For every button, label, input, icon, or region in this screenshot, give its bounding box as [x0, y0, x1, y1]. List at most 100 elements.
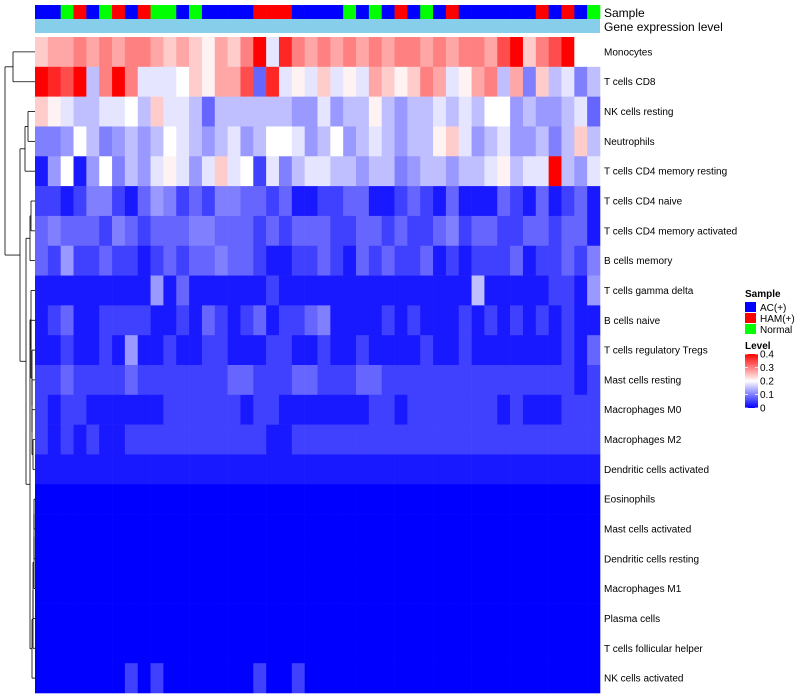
- heatmap-cell: [227, 96, 241, 127]
- heatmap-cell: [445, 573, 460, 604]
- heatmap-cell: [112, 484, 126, 515]
- heatmap-cell: [330, 424, 344, 455]
- heatmap-cell: [407, 394, 421, 425]
- heatmap-cell: [445, 514, 460, 545]
- heatmap-cell: [291, 454, 305, 485]
- heatmap-cell: [561, 365, 575, 396]
- heatmap-cell: [535, 394, 549, 425]
- heatmap-cell: [189, 126, 203, 157]
- heatmap-cell: [407, 305, 421, 336]
- heatmap-cell: [60, 186, 74, 217]
- heatmap-cell: [356, 365, 370, 396]
- row-label: Macrophages M0: [604, 405, 682, 416]
- row-label: Macrophages M1: [604, 584, 682, 595]
- heatmap-cell: [150, 514, 164, 545]
- heatmap-cell: [343, 663, 357, 694]
- row-dendrogram: [4, 51, 35, 679]
- heatmap-cell: [407, 245, 421, 276]
- heatmap-cell: [163, 156, 177, 187]
- heatmap-cell: [163, 186, 177, 217]
- heatmap-cell: [330, 603, 344, 634]
- level-tick-label: 0.3: [760, 363, 774, 374]
- sample-annotation-cell: [433, 5, 447, 19]
- heatmap-cell: [368, 96, 383, 127]
- heatmap-cell: [86, 275, 100, 306]
- heatmap-cell: [471, 543, 485, 575]
- heatmap-cell: [548, 543, 562, 575]
- heatmap-cell: [407, 37, 421, 68]
- heatmap-cell: [137, 305, 151, 336]
- heatmap-cell: [561, 454, 575, 485]
- heatmap-cell: [407, 633, 421, 664]
- heatmap-cell: [189, 305, 203, 336]
- heatmap-cell: [548, 394, 562, 425]
- heatmap-cell: [150, 245, 164, 276]
- heatmap-cell: [381, 394, 395, 425]
- heatmap-cell: [47, 186, 61, 217]
- heatmap-cell: [240, 514, 254, 545]
- heatmap-cell: [471, 514, 485, 545]
- heatmap-cell: [458, 37, 472, 68]
- heatmap-cell: [548, 37, 562, 68]
- heatmap-cell: [433, 215, 447, 247]
- heatmap-cell: [548, 245, 562, 276]
- heatmap-cell: [548, 215, 562, 247]
- heatmap-cell: [343, 186, 357, 217]
- heatmap-cell: [47, 454, 61, 485]
- heatmap-cell: [343, 573, 357, 604]
- heatmap-cell: [278, 96, 293, 127]
- heatmap-cell: [574, 245, 588, 276]
- sample-annotation-label: Sample: [604, 6, 645, 20]
- heatmap-cell: [99, 484, 113, 515]
- heatmap-cell: [112, 335, 126, 366]
- heatmap-cell: [368, 37, 383, 68]
- heatmap-cell: [176, 603, 190, 634]
- heatmap-cell: [471, 424, 485, 455]
- legend: Sample AC(+)HAM(+)Normal Level 0.4 0.3 0.2…: [745, 289, 795, 415]
- heatmap-cell: [163, 215, 177, 247]
- heatmap-cell: [304, 633, 318, 664]
- heatmap-cell: [368, 454, 383, 485]
- heatmap-cell: [458, 335, 472, 366]
- heatmap-cell: [330, 66, 344, 97]
- sample-annotation-cell: [112, 5, 126, 19]
- heatmap-cell: [330, 543, 344, 575]
- heatmap-cell: [510, 66, 524, 97]
- heatmap-cell: [86, 573, 100, 604]
- heatmap-cell: [381, 543, 395, 575]
- heatmap-cell: [535, 484, 549, 515]
- heatmap-cell: [240, 484, 254, 515]
- heatmap-cell: [522, 543, 537, 575]
- heatmap-cell: [471, 305, 485, 336]
- heatmap-cell: [548, 275, 562, 306]
- heatmap-cell: [150, 543, 164, 575]
- heatmap-cell: [112, 424, 126, 455]
- heatmap-cell: [99, 186, 113, 217]
- heatmap-cell: [176, 126, 190, 157]
- heatmap-cell: [433, 484, 447, 515]
- heatmap-cell: [86, 663, 100, 694]
- heatmap-cell: [484, 66, 498, 97]
- heatmap-cell: [587, 215, 601, 247]
- heatmap-cell: [535, 186, 549, 217]
- heatmap-cell: [356, 484, 370, 515]
- heatmap-cell: [458, 454, 472, 485]
- heatmap-cell: [60, 424, 74, 455]
- heatmap-cell: [278, 245, 293, 276]
- heatmap-cell: [266, 126, 280, 157]
- heatmap-cell: [317, 365, 331, 396]
- heatmap-cell: [394, 663, 408, 694]
- heatmap-cell: [227, 514, 241, 545]
- heatmap-cell: [291, 394, 305, 425]
- heatmap-cell: [304, 96, 318, 127]
- heatmap-cell: [73, 335, 87, 366]
- heatmap-cell: [60, 633, 74, 664]
- heatmap-cell: [163, 454, 177, 485]
- heatmap-cell: [420, 514, 434, 545]
- heatmap-cell: [150, 603, 164, 634]
- heatmap-cell: [484, 633, 498, 664]
- heatmap-cell: [176, 633, 190, 664]
- heatmap-cell: [201, 37, 216, 68]
- heatmap-cell: [317, 514, 331, 545]
- row-label: T cells gamma delta: [604, 286, 694, 297]
